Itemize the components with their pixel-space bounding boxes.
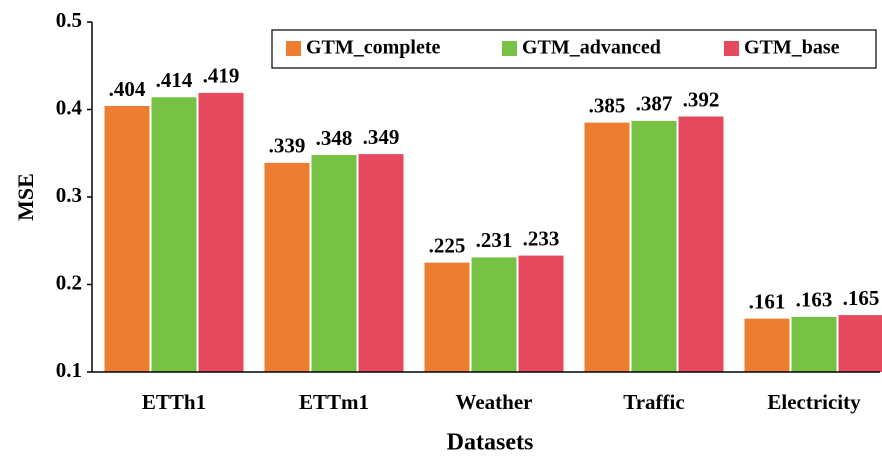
value-label: .161 (749, 289, 786, 313)
bar (518, 255, 564, 372)
bar (424, 262, 470, 372)
x-tick-label: ETTh1 (142, 390, 206, 414)
y-tick-label: 0.1 (56, 358, 82, 382)
y-tick-label: 0.3 (56, 183, 82, 207)
x-tick-label: ETTm1 (299, 390, 369, 414)
x-tick-label: Weather (456, 390, 533, 414)
value-label: .231 (476, 228, 513, 252)
bar (838, 315, 882, 372)
legend-swatch (502, 41, 517, 56)
bar (198, 92, 244, 372)
legend-label: GTM_advanced (522, 37, 661, 59)
value-label: .392 (683, 87, 720, 111)
value-label: .414 (156, 68, 193, 92)
bar (151, 97, 197, 372)
x-tick-label: Electricity (767, 390, 861, 414)
value-label: .385 (589, 93, 626, 117)
value-label: .339 (269, 134, 306, 158)
y-tick-label: 0.2 (56, 270, 82, 294)
bar (631, 120, 677, 372)
x-tick-label: Traffic (623, 390, 684, 414)
value-label: .419 (203, 64, 240, 88)
y-tick-label: 0.5 (56, 8, 82, 32)
bar (264, 162, 310, 372)
value-label: .348 (316, 126, 353, 150)
bar (311, 155, 357, 372)
bar (791, 316, 837, 372)
value-label: .233 (523, 226, 560, 250)
x-axis-label: Datasets (447, 430, 534, 456)
y-axis-label: MSE (13, 173, 38, 221)
bar (584, 122, 630, 372)
bar (104, 106, 150, 372)
legend-box (271, 29, 877, 69)
value-label: .225 (429, 233, 466, 257)
legend-label: GTM_complete (306, 37, 441, 59)
y-tick-label: 0.4 (56, 95, 83, 119)
bar (744, 318, 790, 372)
legend-label: GTM_base (744, 37, 840, 59)
bar (471, 257, 517, 372)
value-label: .349 (363, 125, 400, 149)
value-label: .387 (636, 92, 673, 116)
bar (358, 154, 404, 372)
legend-swatch (724, 41, 739, 56)
bar (678, 116, 724, 372)
value-label: .163 (796, 288, 833, 312)
legend-swatch (286, 41, 301, 56)
value-label: .165 (843, 286, 880, 310)
value-label: .404 (109, 77, 146, 101)
